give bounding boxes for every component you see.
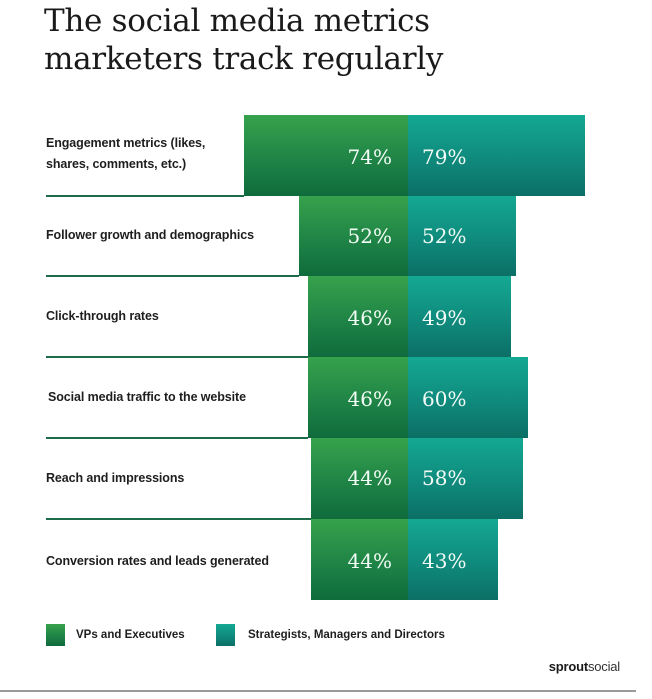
bar-strategists: 49% bbox=[408, 276, 511, 357]
bottom-divider bbox=[0, 690, 636, 692]
value-label: 44% bbox=[347, 466, 392, 490]
row-separator bbox=[46, 518, 311, 520]
chart-row-conversion: Conversion rates and leads generated 44%… bbox=[0, 519, 652, 600]
legend-swatch-teal bbox=[216, 624, 235, 646]
bar-strategists: 43% bbox=[408, 519, 498, 600]
value-label: 49% bbox=[422, 306, 467, 330]
bar-strategists: 52% bbox=[408, 196, 516, 276]
chart-row-follower-growth: Follower growth and demographics 52% 52% bbox=[0, 196, 652, 277]
value-label: 58% bbox=[422, 466, 467, 490]
legend-item-vps: VPs and Executives bbox=[46, 624, 185, 646]
value-label: 52% bbox=[422, 224, 467, 248]
chart-row-website-traffic: Social media traffic to the website 46% … bbox=[0, 357, 652, 439]
logo-light: social bbox=[587, 659, 620, 674]
value-label: 60% bbox=[422, 387, 467, 411]
bar-vps-executives: 46% bbox=[308, 276, 408, 357]
value-label: 44% bbox=[347, 549, 392, 573]
chart-title-line1: The social media metrics bbox=[44, 3, 430, 39]
chart-row-engagement: Engagement metrics (likes, shares, comme… bbox=[0, 115, 652, 197]
value-label: 74% bbox=[347, 145, 392, 169]
row-separator bbox=[46, 275, 299, 277]
value-label: 79% bbox=[422, 145, 467, 169]
legend-item-strategists: Strategists, Managers and Directors bbox=[216, 624, 445, 646]
logo-bold: sprout bbox=[548, 659, 588, 674]
chart-row-reach: Reach and impressions 44% 58% bbox=[0, 438, 652, 520]
row-label: Engagement metrics (likes, shares, comme… bbox=[46, 136, 206, 171]
row-separator bbox=[46, 437, 308, 439]
bar-vps-executives: 74% bbox=[244, 115, 408, 196]
bar-vps-executives: 46% bbox=[308, 357, 408, 438]
row-separator bbox=[46, 195, 244, 197]
chart-row-click-through: Click-through rates 46% 49% bbox=[0, 276, 652, 358]
value-label: 46% bbox=[347, 306, 392, 330]
row-label: Follower growth and demographics bbox=[46, 228, 254, 242]
chart-title: The social media metrics marketers track… bbox=[44, 2, 604, 78]
bar-vps-executives: 52% bbox=[299, 196, 408, 276]
legend-label: Strategists, Managers and Directors bbox=[248, 629, 445, 641]
row-label: Social media traffic to the website bbox=[48, 390, 246, 404]
bar-strategists: 60% bbox=[408, 357, 528, 438]
legend-label: VPs and Executives bbox=[76, 629, 185, 641]
bar-vps-executives: 44% bbox=[311, 438, 408, 519]
row-label: Reach and impressions bbox=[46, 471, 185, 485]
bar-strategists: 58% bbox=[408, 438, 523, 519]
row-label: Conversion rates and leads generated bbox=[46, 554, 269, 568]
sproutsocial-logo: sproutsocial bbox=[549, 659, 620, 674]
value-label: 43% bbox=[422, 549, 467, 573]
bar-vps-executives: 44% bbox=[311, 519, 408, 600]
legend-swatch-green bbox=[46, 624, 65, 646]
chart-title-line2: marketers track regularly bbox=[44, 41, 444, 77]
bar-strategists: 79% bbox=[408, 115, 585, 196]
row-separator bbox=[46, 356, 308, 358]
row-label: Click-through rates bbox=[46, 309, 159, 323]
value-label: 52% bbox=[347, 224, 392, 248]
value-label: 46% bbox=[347, 387, 392, 411]
